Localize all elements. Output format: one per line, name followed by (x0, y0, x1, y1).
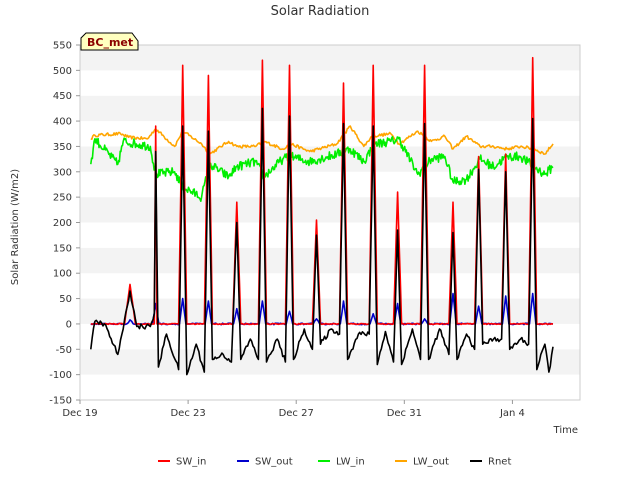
x-tick-label: Dec 27 (279, 408, 314, 419)
y-tick-label: 250 (53, 193, 72, 204)
y-axis: -150 -100 -50 0 50 100 150 200 250 300 350 400 450 50… (49, 41, 80, 407)
y-tick-label: 50 (59, 294, 72, 305)
y-tick-label: 100 (53, 269, 72, 280)
grid-band (80, 247, 580, 274)
legend-label: LW_out (413, 457, 449, 468)
chart-title: Solar Radiation (271, 4, 370, 19)
grid-band (80, 171, 580, 198)
legend-label: Rnet (488, 457, 511, 468)
y-tick-label: -150 (49, 396, 72, 407)
legend-label: SW_in (176, 457, 206, 468)
y-tick-label: 350 (53, 142, 72, 153)
grid-band (80, 349, 580, 375)
x-tick-label: Jan 4 (499, 408, 525, 419)
x-tick-label: Dec 23 (170, 408, 205, 419)
grid-band (80, 222, 580, 248)
y-tick-label: 500 (53, 66, 72, 77)
y-axis-title: Solar Radiation (W/m2) (10, 169, 21, 285)
y-tick-label: 150 (53, 243, 72, 254)
badge-label: BC_met (87, 36, 133, 49)
y-tick-label: 200 (53, 218, 72, 229)
badge: BC_met (80, 32, 139, 51)
y-tick-label: 0 (66, 319, 72, 330)
x-axis-title: Time (553, 425, 578, 436)
x-tick-label: Dec 31 (387, 408, 422, 419)
y-tick-label: 550 (53, 41, 72, 52)
grid-band (80, 45, 580, 71)
badge-shape (80, 32, 139, 51)
y-tick-label: -100 (49, 370, 72, 381)
grid-band (80, 298, 580, 324)
y-tick-label: -50 (56, 345, 72, 356)
x-axis: Dec 19 Dec 23 Dec 27 Dec 31 Jan 4 (62, 400, 525, 419)
grid-band (80, 95, 580, 122)
grid-band (80, 323, 580, 350)
grid-band (80, 197, 580, 223)
legend-label: SW_out (255, 457, 293, 468)
x-tick-label: Dec 19 (62, 408, 97, 419)
series-line-lw-in (90, 136, 554, 202)
y-tick-label: 300 (53, 167, 72, 178)
y-tick-label: 400 (53, 117, 72, 128)
grid-band (80, 374, 580, 400)
grid-band (80, 273, 580, 299)
series-line-lw-out (90, 125, 554, 155)
y-tick-label: 450 (53, 91, 72, 102)
series-layer (90, 56, 554, 376)
plot-bands (80, 45, 580, 400)
legend: SW_in SW_out LW_in LW_out Rnet (158, 457, 511, 468)
grid-band (80, 70, 580, 96)
series-line-rnet (90, 107, 554, 376)
grid-band (80, 121, 580, 147)
legend-label: LW_in (336, 457, 365, 468)
